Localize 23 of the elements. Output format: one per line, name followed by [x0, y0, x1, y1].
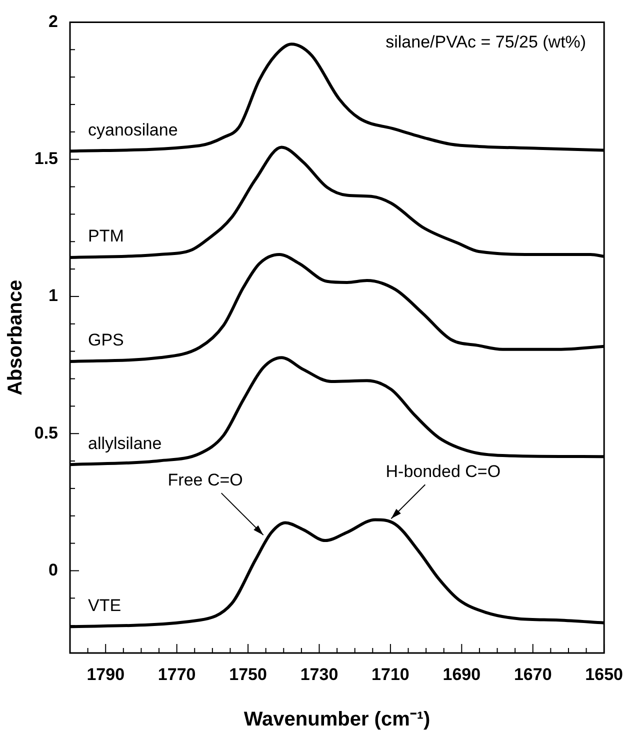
annotation: H-bonded C=O	[386, 462, 501, 481]
x-tick-label: 1690	[442, 664, 481, 684]
y-axis-title: Absorbance	[4, 280, 27, 396]
annotation: silane/PVAc = 75/25 (wt%)	[386, 32, 586, 52]
x-tick-label: 1670	[514, 664, 552, 684]
series-label: cyanosilane	[88, 120, 178, 140]
y-tick-label: 0	[48, 560, 58, 580]
y-tick-label: 0.5	[34, 423, 58, 442]
series-label: PTM	[88, 226, 124, 246]
y-tick-label: 2	[48, 12, 58, 31]
x-tick-label: 1710	[372, 664, 410, 684]
series-label: GPS	[88, 330, 124, 350]
x-axis-title: Wavenumber (cm⁻¹)	[244, 708, 430, 731]
x-tick-label: 1790	[86, 664, 125, 684]
annotation: Free C=O	[168, 470, 243, 490]
x-tick-label: 1750	[229, 664, 267, 684]
x-tick-label: 1650	[585, 664, 624, 684]
x-tick-label: 1770	[158, 664, 196, 684]
series-label: VTE	[88, 596, 122, 615]
x-tick-label: 1730	[300, 664, 338, 684]
y-tick-label: 1.5	[34, 149, 58, 168]
y-tick-label: 1	[48, 286, 58, 306]
series-label: allylsilane	[88, 434, 162, 453]
